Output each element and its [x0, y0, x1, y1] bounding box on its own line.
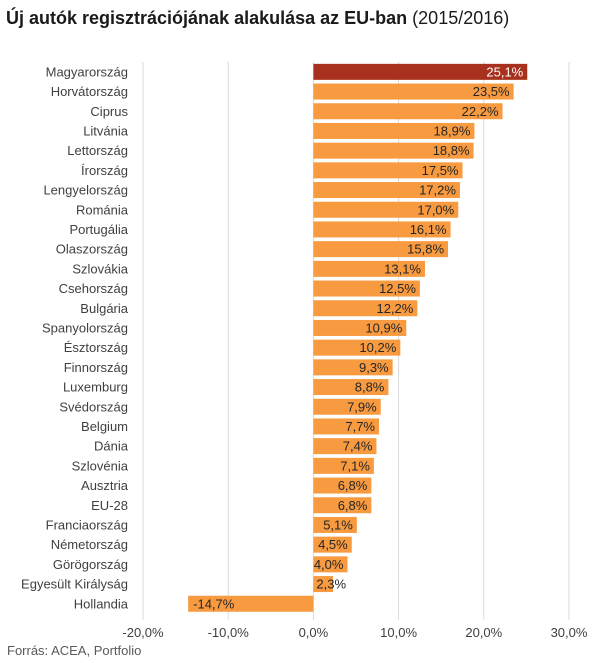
source-note: Forrás: ACEA, Portfolio: [7, 643, 142, 658]
category-label: Szlovákia: [72, 261, 128, 276]
category-label: Ciprus: [90, 104, 128, 119]
value-label: 9,3%: [359, 360, 389, 375]
bar: [313, 497, 372, 514]
value-label: 10,9%: [365, 320, 402, 335]
value-label: 5,1%: [323, 517, 353, 532]
bars: [188, 63, 528, 612]
bar: [313, 63, 528, 80]
category-label: Szlovénia: [72, 458, 129, 473]
bar: [313, 457, 374, 474]
category-label: Franciaország: [46, 517, 128, 532]
category-label: Lettország: [67, 143, 128, 158]
value-label: 10,2%: [359, 340, 396, 355]
bar: [313, 142, 474, 159]
value-label: 8,8%: [355, 380, 385, 395]
category-label: Svédország: [59, 399, 128, 414]
bar: [313, 516, 357, 533]
bar: [313, 477, 372, 494]
value-label: 7,1%: [340, 458, 370, 473]
value-label: 18,9%: [434, 123, 471, 138]
category-label: Horvátország: [51, 84, 128, 99]
x-tick-label: 20,0%: [465, 625, 502, 640]
bar: [313, 319, 407, 336]
value-label: 4,5%: [318, 537, 348, 552]
category-label: Ausztria: [81, 478, 129, 493]
category-label: Görögország: [53, 557, 128, 572]
value-label: 15,8%: [407, 242, 444, 257]
chart-title-suffix: (2015/2016): [412, 8, 510, 28]
x-tick-label: -10,0%: [208, 625, 250, 640]
value-label: 7,7%: [345, 419, 375, 434]
category-label: Lengyelország: [43, 183, 128, 198]
x-tick-label: -20,0%: [122, 625, 164, 640]
category-label: Spanyolország: [42, 320, 128, 335]
value-label: 17,0%: [417, 202, 454, 217]
bar: [313, 576, 333, 593]
value-label: 12,2%: [376, 301, 413, 316]
category-label: EU-28: [91, 498, 128, 513]
category-label: Bulgária: [80, 301, 128, 316]
value-label: 6,8%: [338, 478, 368, 493]
value-label: 13,1%: [384, 261, 421, 276]
x-tick-label: 0,0%: [299, 625, 329, 640]
bar: [313, 162, 463, 179]
value-label: 7,4%: [343, 439, 373, 454]
category-label: Portugália: [69, 222, 128, 237]
bar: [313, 339, 401, 356]
bar: [313, 379, 389, 396]
bar: [313, 122, 475, 139]
category-label: Egyesült Királyság: [21, 577, 128, 592]
value-label: 12,5%: [379, 281, 416, 296]
category-label: Írország: [81, 163, 128, 178]
value-label: 2,3%: [316, 577, 346, 592]
bar: [313, 556, 348, 573]
bar: [313, 280, 420, 297]
bar: [313, 201, 459, 218]
x-tick-label: 10,0%: [380, 625, 417, 640]
category-label: Románia: [76, 202, 129, 217]
bar: [313, 260, 426, 277]
bar: [313, 241, 449, 258]
value-label: 17,5%: [422, 163, 459, 178]
labels: -20,0% -10,0% 0,0% 10,0% 20,0% 30,0% Magyarors…: [21, 64, 588, 640]
value-label: 25,1%: [486, 64, 523, 79]
category-label: Litvánia: [83, 123, 129, 138]
category-label: Olaszország: [56, 242, 128, 257]
bar: [313, 418, 380, 435]
bar: [313, 83, 514, 100]
bar: [313, 300, 418, 317]
bar: [313, 221, 451, 238]
value-label: 18,8%: [433, 143, 470, 158]
category-label: Németország: [51, 537, 128, 552]
value-label: 16,1%: [410, 222, 447, 237]
category-label: Dánia: [94, 439, 129, 454]
category-label: Luxemburg: [63, 380, 128, 395]
chart-title-main: Új autók regisztrációjának alakulása az …: [6, 8, 408, 28]
bar: [313, 536, 352, 553]
category-label: Csehország: [59, 281, 128, 296]
bar: [313, 103, 503, 120]
bar: [313, 182, 460, 199]
category-label: Hollandia: [74, 596, 129, 611]
value-label: 7,9%: [347, 399, 377, 414]
value-label: 17,2%: [419, 183, 456, 198]
x-tick-label: 30,0%: [551, 625, 588, 640]
value-label: 6,8%: [338, 498, 368, 513]
bar: [313, 398, 381, 415]
bar: [313, 359, 393, 376]
value-label: 4,0%: [314, 557, 344, 572]
category-label: Észtország: [64, 340, 128, 355]
category-label: Belgium: [81, 419, 128, 434]
value-label: 22,2%: [462, 104, 499, 119]
value-label: 23,5%: [473, 84, 510, 99]
bar: [313, 438, 377, 455]
value-label: -14,7%: [193, 596, 235, 611]
bar: [188, 595, 314, 612]
category-label: Magyarország: [46, 64, 128, 79]
category-label: Finnország: [64, 360, 128, 375]
chart-title: Új autók regisztrációjának alakulása az …: [6, 8, 509, 29]
